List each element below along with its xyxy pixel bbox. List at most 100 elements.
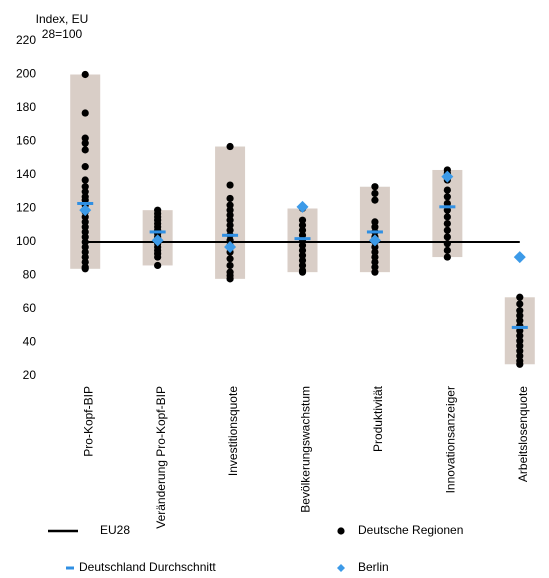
region-dot xyxy=(298,268,307,276)
y-tick-label: 160 xyxy=(16,134,36,148)
region-dot xyxy=(298,231,307,239)
region-dot xyxy=(371,223,379,231)
region-dot xyxy=(81,265,89,273)
legend-swatch xyxy=(337,564,345,572)
region-dot xyxy=(81,223,89,231)
region-dot xyxy=(516,347,524,355)
region-dot xyxy=(226,142,234,151)
berlin-diamond xyxy=(368,234,381,247)
region-dot xyxy=(371,183,379,191)
x-tick-label: Veränderung Pro-Kopf-BIP xyxy=(154,386,168,529)
berlin-diamond xyxy=(151,234,164,247)
region-dot xyxy=(81,248,89,256)
region-dot xyxy=(516,342,524,350)
region-dot xyxy=(81,253,89,261)
region-dot xyxy=(226,194,234,203)
berlin-diamond xyxy=(441,170,454,183)
region-dot xyxy=(443,233,451,241)
legend-label: EU28 xyxy=(100,523,130,537)
region-dot xyxy=(516,360,524,368)
legend-swatch xyxy=(337,527,345,535)
berlin-diamond xyxy=(296,200,309,213)
y-tick-label: 40 xyxy=(23,335,37,349)
region-dot xyxy=(226,275,234,283)
region-dot xyxy=(226,221,234,229)
average-dash xyxy=(366,230,383,234)
y-tick-label: 100 xyxy=(16,234,36,248)
region-dot xyxy=(154,261,162,270)
y-tick-label: 180 xyxy=(16,100,36,114)
region-dot xyxy=(516,300,524,308)
region-dot xyxy=(443,199,451,208)
region-dot xyxy=(154,253,162,261)
region-dot xyxy=(371,243,379,251)
region-dot xyxy=(81,139,89,147)
x-tick-label: Arbeitslosenquote xyxy=(516,386,530,482)
region-dot xyxy=(516,307,524,315)
region-dot xyxy=(443,219,451,228)
region-dot xyxy=(81,163,89,171)
y-tick-label: 200 xyxy=(16,67,36,81)
region-dot xyxy=(81,176,89,184)
region-dot xyxy=(81,188,89,196)
region-dot xyxy=(371,196,379,204)
average-dash xyxy=(294,237,311,241)
region-dot xyxy=(443,253,451,261)
legend-label: Deutschland Durchschnitt xyxy=(79,560,216,574)
average-dash xyxy=(439,205,456,209)
region-dot xyxy=(371,258,379,266)
region-dot xyxy=(298,251,307,259)
region-dot xyxy=(81,213,89,221)
region-dot xyxy=(298,256,307,265)
region-dot xyxy=(226,255,234,263)
average-dash xyxy=(149,230,166,234)
region-dot xyxy=(516,293,524,301)
region-dot xyxy=(81,218,89,226)
region-dot xyxy=(226,226,234,234)
region-dot xyxy=(443,193,451,201)
region-dot xyxy=(443,226,451,234)
region-dot xyxy=(298,216,307,224)
region-dot xyxy=(81,109,89,117)
region-dot xyxy=(371,268,379,276)
region-dot xyxy=(371,263,379,271)
y-tick-label: 60 xyxy=(23,301,37,315)
x-tick-label: Bevölkerungswachstum xyxy=(299,386,313,513)
legend-label: Berlin xyxy=(358,560,389,574)
region-dot xyxy=(81,243,89,251)
y-tick-label: 120 xyxy=(16,201,36,215)
legend-label: Deutsche Regionen xyxy=(358,523,463,537)
region-dot xyxy=(298,241,307,249)
y-tick-label: 220 xyxy=(16,33,36,47)
region-dot xyxy=(298,261,307,270)
region-dot xyxy=(226,261,234,270)
region-dot xyxy=(371,248,379,256)
average-dash xyxy=(222,233,239,237)
region-dot xyxy=(226,201,234,209)
region-dot xyxy=(226,181,234,189)
region-dot xyxy=(298,246,307,254)
region-dot xyxy=(81,146,89,154)
region-dot xyxy=(81,196,89,204)
region-dot xyxy=(443,206,451,214)
x-tick-label: Produktivität xyxy=(371,385,385,452)
region-dot xyxy=(443,213,451,221)
region-dot xyxy=(371,253,379,261)
region-dot xyxy=(443,186,451,194)
region-dot xyxy=(516,317,524,325)
y-tick-label: 80 xyxy=(23,268,37,282)
region-dot xyxy=(81,183,89,191)
y-axis-title: Index, EU 28=100 xyxy=(35,12,89,41)
y-tick-label: 20 xyxy=(23,368,37,382)
region-dot xyxy=(81,233,89,241)
region-dot xyxy=(516,327,524,335)
average-dash xyxy=(511,325,528,329)
region-dot xyxy=(371,218,379,226)
region-dot xyxy=(81,258,89,266)
berlin-diamond xyxy=(513,251,526,264)
region-dot xyxy=(81,70,89,79)
region-dot xyxy=(81,228,89,236)
region-dot xyxy=(298,226,307,234)
x-tick-label: Innovationsanzeiger xyxy=(444,386,458,493)
